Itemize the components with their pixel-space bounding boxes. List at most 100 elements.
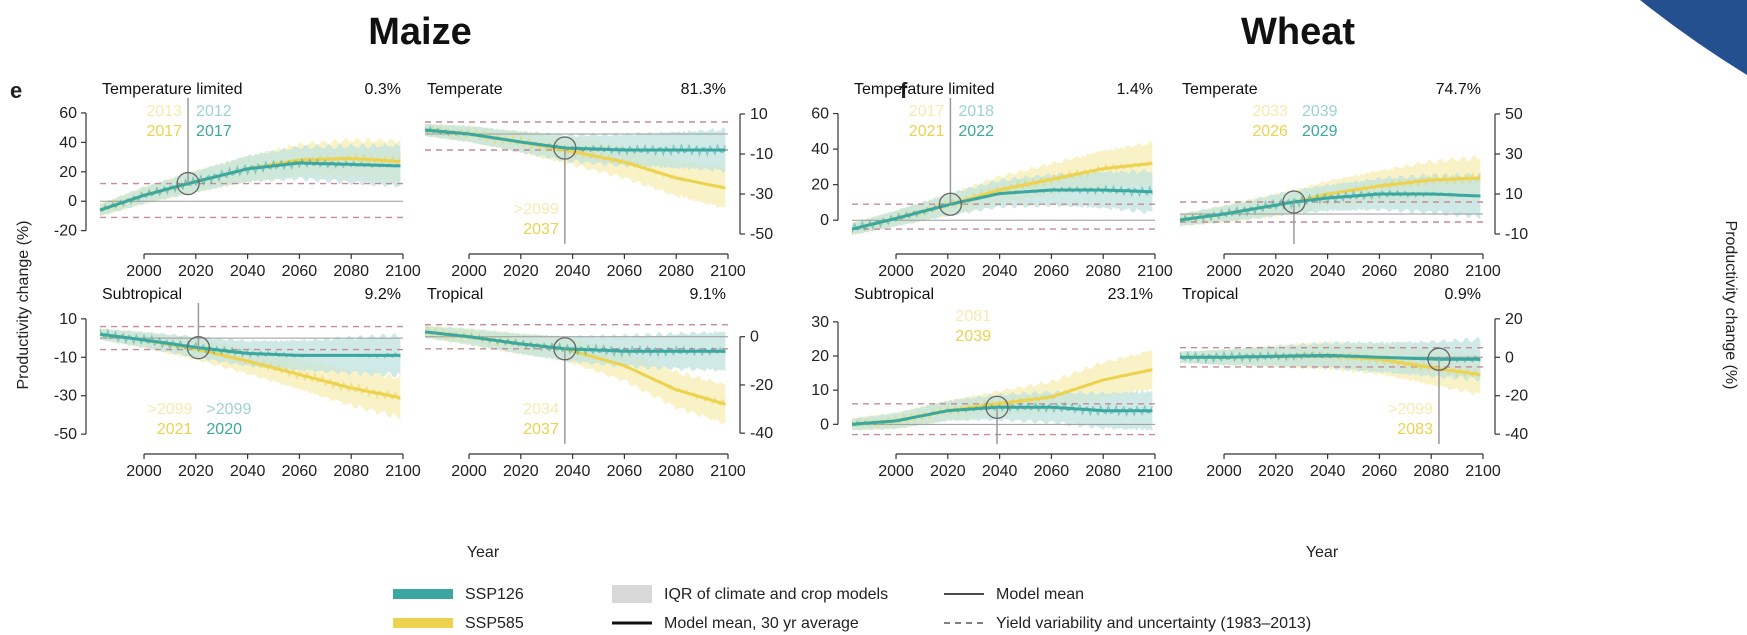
emergence-ssp585-faint: 2033 — [1252, 103, 1288, 120]
legend-label-ssp126: SSP126 — [465, 586, 524, 603]
legend-label-mean: Model mean — [996, 586, 1084, 603]
x-tick-label: 2100 — [1137, 463, 1173, 480]
y-tick-label: 60 — [811, 106, 829, 123]
x-tick-label: 2020 — [1258, 263, 1294, 280]
panel-maize-temperature-limited: 2013 2017 2012 2017 Temperature limited 0.3% 2… — [54, 81, 421, 280]
emergence-circle — [985, 395, 1009, 419]
panel-zone-title: Temperature limited — [854, 81, 995, 98]
x-axis-label-maize: Year — [467, 544, 500, 561]
x-tick-label: 2060 — [282, 263, 318, 280]
x-axis: 2000 2020 2040 2060 2080 2100 — [126, 453, 421, 480]
y-tick-label: 20 — [811, 177, 829, 194]
band-ssp126 — [100, 143, 401, 216]
panel-share: 23.1% — [1108, 286, 1153, 303]
x-tick-label: 2060 — [607, 463, 643, 480]
x-tick-label: 2020 — [930, 263, 966, 280]
y-tick-label: -30 — [750, 186, 773, 203]
x-axis: 2000 2020 2040 2060 2080 2100 — [451, 453, 746, 480]
emergence-ssp585-faint: 2034 — [523, 401, 559, 418]
x-tick-label: 2040 — [982, 263, 1018, 280]
y-tick-label: 10 — [811, 382, 829, 399]
legend-swatch-ssp585 — [393, 618, 453, 628]
panel-letter-f: f — [900, 78, 908, 103]
y-axis-label-left: Productivity change (%) — [15, 221, 32, 390]
legend-label-mean30: Model mean, 30 yr average — [664, 615, 859, 632]
emergence-circle — [1427, 347, 1451, 371]
y-tick-label: 20 — [811, 348, 829, 365]
x-tick-label: 2060 — [282, 463, 318, 480]
emergence-ssp126: 2022 — [958, 123, 994, 140]
emergence-ssp126: 2017 — [196, 123, 232, 140]
x-tick-label: 2080 — [658, 463, 694, 480]
x-tick-label: 2000 — [1206, 263, 1242, 280]
y-tick-label: -20 — [750, 377, 773, 394]
emergence-ssp585-faint: 2013 — [146, 103, 182, 120]
x-tick-label: 2040 — [1310, 463, 1346, 480]
x-tick-label: 2100 — [1465, 463, 1501, 480]
emergence-ssp126: 2029 — [1302, 123, 1338, 140]
y-tick-label: 10 — [750, 106, 768, 123]
emergence-ssp585-faint: >2099 — [147, 401, 192, 418]
emergence-circle — [553, 136, 577, 160]
x-tick-label: 2060 — [1362, 263, 1398, 280]
y-tick-label: 20 — [1505, 311, 1523, 328]
y-tick-label: 10 — [59, 311, 77, 328]
emergence-ssp585: 2017 — [146, 123, 182, 140]
panel-maize-tropical: 2034 2037 Tropical 9.1% 2000 2020 2040 2060 2080… — [424, 286, 773, 480]
y-tick-label: 30 — [811, 314, 829, 331]
emergence-ssp585: 2021 — [909, 123, 945, 140]
series-mean-ssp126 — [99, 161, 401, 212]
x-tick-label: 2060 — [1034, 463, 1070, 480]
y-axis: -10 10 30 50 — [1494, 106, 1528, 243]
emergence-ssp126-faint: 2012 — [196, 103, 232, 120]
x-tick-label: 2040 — [555, 463, 591, 480]
x-axis: 2000 2020 2040 2060 2080 2100 — [1206, 253, 1501, 280]
x-tick-label: 2020 — [503, 263, 539, 280]
y-axis: 0 10 20 30 — [811, 314, 839, 433]
x-tick-label: 2100 — [1465, 263, 1501, 280]
x-tick-label: 2020 — [1258, 463, 1294, 480]
panel-letter-e: e — [10, 78, 22, 103]
x-tick-label: 2080 — [333, 263, 369, 280]
emergence-ssp585: 2021 — [157, 421, 193, 438]
x-tick-label: 2020 — [503, 463, 539, 480]
y-tick-label: -10 — [1505, 226, 1528, 243]
emergence-circle — [938, 192, 963, 216]
x-tick-label: 2080 — [658, 263, 694, 280]
emergence-circle — [553, 337, 577, 361]
x-tick-label: 2060 — [1034, 263, 1070, 280]
y-tick-label: -30 — [54, 388, 77, 405]
band-ssp126 — [852, 168, 1153, 236]
legend-label-ssp585: SSP585 — [465, 615, 524, 632]
series-mean-ssp126 — [851, 405, 1153, 426]
y-tick-label: 0 — [750, 329, 759, 346]
panel-share: 74.7% — [1436, 81, 1481, 98]
x-tick-label: 2080 — [333, 463, 369, 480]
emergence-ssp585-faint: 2017 — [909, 103, 945, 120]
panel-share: 9.1% — [690, 286, 726, 303]
x-tick-label: 2080 — [1085, 463, 1121, 480]
heading-wheat: Wheat — [1241, 11, 1355, 53]
emergence-ssp126-faint: >2099 — [206, 401, 251, 418]
legend: SSP126 SSP585 IQR of climate and crop mo… — [393, 585, 1311, 632]
panel-zone-title: Tropical — [427, 286, 483, 303]
emergence-ssp585: 2026 — [1252, 123, 1288, 140]
x-tick-label: 2080 — [1413, 463, 1449, 480]
panel-zone-title: Temperate — [427, 81, 503, 98]
panel-share: 9.2% — [365, 286, 401, 303]
emergence-ssp585: 2037 — [523, 221, 559, 238]
series-mean-ssp126 — [1179, 192, 1481, 222]
y-axis: -20 0 20 40 60 — [54, 105, 87, 240]
y-tick-label: 10 — [1505, 186, 1523, 203]
y-tick-label: 0 — [820, 212, 829, 229]
y-axis-label-right: Productivity change (%) — [1722, 221, 1739, 390]
y-axis: -50 -30 -10 10 — [739, 106, 773, 243]
x-tick-label: 2040 — [230, 263, 266, 280]
series-mean-ssp126 — [1180, 353, 1481, 361]
y-tick-label: -20 — [54, 223, 77, 240]
legend-swatch-ssp126 — [393, 589, 453, 599]
x-tick-label: 2040 — [555, 263, 591, 280]
y-tick-label: 60 — [59, 105, 77, 122]
